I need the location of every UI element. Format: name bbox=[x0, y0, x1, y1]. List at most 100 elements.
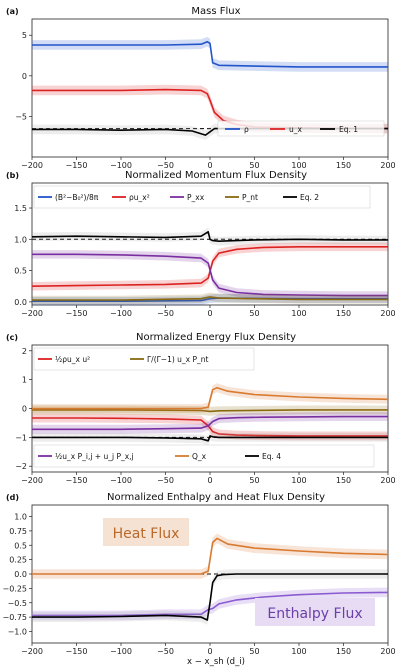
panel-d-xtick-label: −100 bbox=[110, 647, 132, 656]
heat-flux-annotation-box bbox=[103, 518, 189, 546]
legend-c-qx-label: Q_x bbox=[192, 452, 207, 461]
panel-c-ytick-label: 2 bbox=[22, 347, 27, 356]
panel-b-tag: (b) bbox=[6, 171, 19, 180]
panel-a-xtick-label: 100 bbox=[291, 161, 306, 170]
panel-d-title: Normalized Enthalpy and Heat Flux Densit… bbox=[107, 492, 325, 503]
panel-d-tag: (d) bbox=[6, 493, 19, 502]
panel-d-xtick-label: 0 bbox=[207, 647, 212, 656]
panel-d-xtick-label: −50 bbox=[157, 647, 174, 656]
x-axis-label: x − x_sh (d_i) bbox=[187, 657, 245, 667]
panel-d-series-1-band bbox=[32, 587, 388, 621]
panel-b-xtick-label: 100 bbox=[291, 309, 306, 318]
panel-c-energy-flux: (c) Normalized Energy Flux Density −200 −… bbox=[6, 332, 396, 485]
panel-b-ytick-label: 1.0 bbox=[14, 235, 27, 244]
panel-a-mass-flux: (a) Mass Flux −200 −150 −100 −50 0 50 100 150 20… bbox=[6, 6, 396, 170]
legend-b-pnt-label: P_nt bbox=[242, 193, 258, 202]
panel-b-ytick-label: 0.0 bbox=[14, 298, 27, 307]
panel-c-xtick-label: 100 bbox=[291, 476, 306, 485]
panel-b-xtick-label: −100 bbox=[110, 309, 132, 318]
panel-c-xtick-label: 0 bbox=[207, 476, 212, 485]
panel-d-xtick-label: −150 bbox=[66, 647, 88, 656]
panel-b-series-3-band bbox=[32, 292, 388, 305]
panel-b-momentum-flux: (b) Normalized Momentum Flux Density −20… bbox=[6, 170, 396, 318]
panel-b-series bbox=[31, 227, 388, 306]
panel-b-title: Normalized Momentum Flux Density bbox=[125, 170, 307, 181]
panel-c-series bbox=[32, 383, 389, 446]
panel-c-series-0-line bbox=[32, 417, 388, 437]
panel-c-series-4-band bbox=[32, 431, 388, 446]
panel-d-xtick-label: 200 bbox=[380, 647, 395, 656]
panel-d-xtick-label: 150 bbox=[336, 647, 351, 656]
panel-a-tag: (a) bbox=[6, 7, 19, 16]
panel-a-xtick-label: −150 bbox=[66, 161, 88, 170]
panel-b-series-1-line bbox=[31, 246, 388, 287]
panel-d-xtick-label: −200 bbox=[21, 647, 43, 656]
panel-b-ytick-label: 0.5 bbox=[14, 267, 27, 276]
panel-c-legend-top: ½ρu_x u² Γ/(Γ−1) u_x P_nt bbox=[33, 347, 255, 371]
panel-b-xtick-label: −50 bbox=[157, 309, 174, 318]
panel-b-ytick-label: 1.5 bbox=[14, 204, 27, 213]
panel-b-xtick-label: −150 bbox=[66, 309, 88, 318]
enthalpy-flux-annotation-box bbox=[255, 598, 375, 626]
legend-b-eq2-label: Eq. 2 bbox=[300, 193, 319, 202]
panel-c-xtick-label: −150 bbox=[66, 476, 88, 485]
panel-a-legend: ρ u_x Eq. 1 bbox=[217, 120, 385, 137]
panel-c-xtick-label: 50 bbox=[249, 476, 259, 485]
panel-c-tag: (c) bbox=[6, 333, 18, 342]
panel-b-series-2-line bbox=[32, 253, 388, 297]
panel-c-legend-bottom: ½u_x P_i,j + u_j P_x,j Q_x Eq. 4 bbox=[33, 444, 375, 468]
panel-d-ytick-label: −1.0 bbox=[8, 628, 27, 637]
panel-d-ticks: −200 −150 −100 −50 0 50 100 150 200 1.0 0.75 0.5 0.2… bbox=[2, 513, 395, 657]
panel-c-legend-bottom-box bbox=[33, 444, 375, 468]
panel-d-ytick-label: −0.5 bbox=[8, 599, 27, 608]
panel-b-xtick-label: 0 bbox=[207, 309, 212, 318]
panel-b-ticks: −200 −150 −100 −50 0 50 100 150 200 0.0 0.5 1.0 1.5 bbox=[14, 204, 395, 318]
panel-a-series-0-line bbox=[32, 40, 388, 68]
panel-d-series-0-line bbox=[32, 537, 389, 575]
legend-c-enthalpy-label: ½u_x P_i,j + u_j P_x,j bbox=[55, 452, 134, 461]
panel-a-ytick-label: 5 bbox=[22, 31, 27, 40]
heat-flux-annotation: Heat Flux bbox=[113, 526, 180, 542]
panel-d-ytick-label: 1.0 bbox=[14, 513, 27, 522]
panel-d-ytick-label: 0.5 bbox=[14, 541, 27, 550]
panel-c-xtick-label: −50 bbox=[157, 476, 174, 485]
legend-a-ux-label: u_x bbox=[289, 125, 303, 134]
panel-b-xtick-label: −200 bbox=[21, 309, 43, 318]
panel-a-title: Mass Flux bbox=[191, 6, 240, 17]
panel-d-ytick-label: 0.0 bbox=[14, 570, 27, 579]
panel-c-xtick-label: −200 bbox=[21, 476, 43, 485]
panel-a-xtick-label: 150 bbox=[336, 161, 351, 170]
panel-a-xtick-label: −100 bbox=[110, 161, 132, 170]
panel-d-xtick-label: 100 bbox=[291, 647, 306, 656]
panel-a-xtick-label: 200 bbox=[380, 161, 395, 170]
panel-d-xtick-label: 50 bbox=[249, 647, 259, 656]
panel-a-xtick-label: 0 bbox=[207, 161, 212, 170]
panel-d-series bbox=[32, 533, 389, 625]
panel-a-ytick-label: 0 bbox=[22, 72, 27, 81]
panel-b-series-4-line bbox=[31, 231, 388, 242]
panel-c-ytick-label: −1 bbox=[15, 433, 27, 442]
panel-c-series-3-line bbox=[32, 386, 389, 410]
panel-d-ytick-label: 0.25 bbox=[9, 556, 27, 565]
panel-c-ticks: −200 −150 −100 −50 0 50 100 150 200 2 1 0 −1 −2 bbox=[15, 347, 395, 485]
enthalpy-flux-annotation: Enthalpy Flux bbox=[267, 606, 362, 622]
legend-a-eq1-label: Eq. 1 bbox=[339, 125, 358, 134]
panel-d-enthalpy-heat-flux: (d) Normalized Enthalpy and Heat Flux De… bbox=[2, 492, 395, 667]
panel-b-legend-box bbox=[33, 185, 371, 209]
panel-b-xtick-label: 150 bbox=[336, 309, 351, 318]
panel-c-ytick-label: −2 bbox=[15, 462, 27, 471]
panel-c-xtick-label: −100 bbox=[110, 476, 132, 485]
panel-c-xtick-label: 200 bbox=[380, 476, 395, 485]
legend-c-nt-label: Γ/(Γ−1) u_x P_nt bbox=[147, 355, 209, 364]
panel-c-series-4-line bbox=[32, 435, 388, 442]
panel-c-ytick-label: 1 bbox=[22, 376, 27, 385]
legend-b-magnetic-label: (B²−B₀²)/8π bbox=[55, 193, 99, 202]
panel-a-ytick-label: −5 bbox=[15, 112, 27, 121]
panel-a-xtick-label: −50 bbox=[157, 161, 174, 170]
panel-c-title: Normalized Energy Flux Density bbox=[136, 332, 296, 343]
panel-a-xtick-label: −200 bbox=[21, 161, 43, 170]
panel-c-series-2-line bbox=[32, 415, 388, 431]
panel-d-ytick-label: −0.75 bbox=[2, 613, 27, 622]
